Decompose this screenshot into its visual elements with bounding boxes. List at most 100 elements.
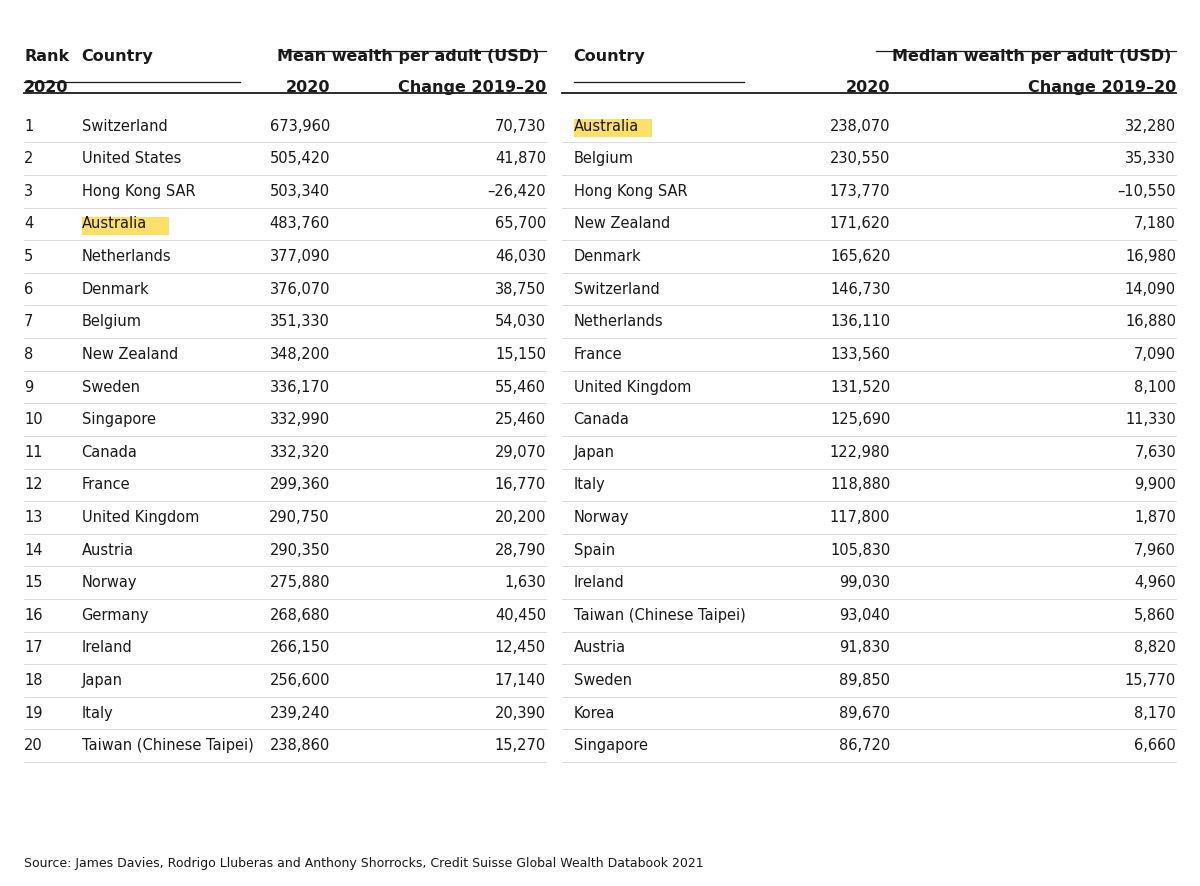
Text: Change 2019–20: Change 2019–20	[397, 80, 546, 95]
Text: 12,450: 12,450	[494, 641, 546, 656]
Text: Korea: Korea	[574, 705, 614, 720]
Text: Rank: Rank	[24, 49, 70, 64]
Text: 99,030: 99,030	[840, 575, 890, 590]
Text: 146,730: 146,730	[830, 282, 890, 297]
Text: 299,360: 299,360	[270, 478, 330, 493]
Text: 3: 3	[24, 184, 34, 198]
Text: France: France	[574, 347, 623, 361]
Text: United States: United States	[82, 152, 181, 167]
Text: Belgium: Belgium	[82, 315, 142, 330]
Text: 376,070: 376,070	[270, 282, 330, 297]
Text: 7,630: 7,630	[1134, 445, 1176, 460]
Text: Netherlands: Netherlands	[574, 315, 664, 330]
Text: 6,660: 6,660	[1134, 738, 1176, 753]
Text: 2: 2	[24, 152, 34, 167]
Text: 89,850: 89,850	[840, 673, 890, 688]
Text: 15: 15	[24, 575, 42, 590]
Text: Denmark: Denmark	[82, 282, 149, 297]
Text: Switzerland: Switzerland	[82, 119, 167, 134]
Text: 4,960: 4,960	[1134, 575, 1176, 590]
Text: 65,700: 65,700	[494, 216, 546, 231]
Text: Italy: Italy	[574, 478, 605, 493]
Text: Netherlands: Netherlands	[82, 249, 172, 264]
Text: 32,280: 32,280	[1124, 119, 1176, 134]
Text: 38,750: 38,750	[496, 282, 546, 297]
Text: 5,860: 5,860	[1134, 608, 1176, 623]
Text: 239,240: 239,240	[270, 705, 330, 720]
Text: 25,460: 25,460	[494, 412, 546, 427]
Text: Sweden: Sweden	[574, 673, 631, 688]
Text: 54,030: 54,030	[496, 315, 546, 330]
Text: New Zealand: New Zealand	[574, 216, 670, 231]
Text: 332,320: 332,320	[270, 445, 330, 460]
Text: 136,110: 136,110	[830, 315, 890, 330]
Text: 86,720: 86,720	[839, 738, 890, 753]
Text: 5: 5	[24, 249, 34, 264]
Text: 16,980: 16,980	[1126, 249, 1176, 264]
Text: 1,870: 1,870	[1134, 510, 1176, 525]
Text: 133,560: 133,560	[830, 347, 890, 361]
Text: 7,180: 7,180	[1134, 216, 1176, 231]
Text: 2020: 2020	[846, 80, 890, 95]
Text: New Zealand: New Zealand	[82, 347, 178, 361]
Text: France: France	[82, 478, 131, 493]
Text: 13: 13	[24, 510, 42, 525]
Text: Taiwan (Chinese Taipei): Taiwan (Chinese Taipei)	[574, 608, 745, 623]
Text: Canada: Canada	[574, 412, 630, 427]
Text: 8: 8	[24, 347, 34, 361]
Text: 29,070: 29,070	[494, 445, 546, 460]
Text: Country: Country	[82, 49, 154, 64]
Text: 8,820: 8,820	[1134, 641, 1176, 656]
Text: 171,620: 171,620	[830, 216, 890, 231]
Text: 348,200: 348,200	[270, 347, 330, 361]
Text: 16,880: 16,880	[1126, 315, 1176, 330]
FancyBboxPatch shape	[574, 119, 652, 136]
Text: 332,990: 332,990	[270, 412, 330, 427]
Text: 14,090: 14,090	[1124, 282, 1176, 297]
Text: –10,550: –10,550	[1117, 184, 1176, 198]
Text: 7,960: 7,960	[1134, 542, 1176, 557]
FancyBboxPatch shape	[82, 217, 169, 235]
Text: 122,980: 122,980	[830, 445, 890, 460]
Text: 165,620: 165,620	[830, 249, 890, 264]
Text: Norway: Norway	[574, 510, 629, 525]
Text: 673,960: 673,960	[270, 119, 330, 134]
Text: United Kingdom: United Kingdom	[82, 510, 199, 525]
Text: Austria: Austria	[574, 641, 625, 656]
Text: Singapore: Singapore	[82, 412, 156, 427]
Text: 1,630: 1,630	[504, 575, 546, 590]
Text: Change 2019–20: Change 2019–20	[1027, 80, 1176, 95]
Text: 14: 14	[24, 542, 42, 557]
Text: 266,150: 266,150	[270, 641, 330, 656]
Text: 40,450: 40,450	[494, 608, 546, 623]
Text: 238,070: 238,070	[830, 119, 890, 134]
Text: 28,790: 28,790	[494, 542, 546, 557]
Text: Japan: Japan	[574, 445, 614, 460]
Text: 46,030: 46,030	[496, 249, 546, 264]
Text: 19: 19	[24, 705, 42, 720]
Text: –26,420: –26,420	[487, 184, 546, 198]
Text: 118,880: 118,880	[830, 478, 890, 493]
Text: Australia: Australia	[82, 216, 146, 231]
Text: Denmark: Denmark	[574, 249, 641, 264]
Text: Country: Country	[574, 49, 646, 64]
Text: Germany: Germany	[82, 608, 149, 623]
Text: Austria: Austria	[82, 542, 133, 557]
Text: 89,670: 89,670	[839, 705, 890, 720]
Text: 17,140: 17,140	[494, 673, 546, 688]
Text: 173,770: 173,770	[830, 184, 890, 198]
Text: 7: 7	[24, 315, 34, 330]
Text: Australia: Australia	[574, 119, 638, 134]
Text: 238,860: 238,860	[270, 738, 330, 753]
Text: Median wealth per adult (USD): Median wealth per adult (USD)	[893, 49, 1171, 64]
Text: 15,270: 15,270	[494, 738, 546, 753]
Text: Canada: Canada	[82, 445, 138, 460]
Text: 17: 17	[24, 641, 43, 656]
Text: 16: 16	[24, 608, 42, 623]
Text: Spain: Spain	[574, 542, 614, 557]
Text: 9,900: 9,900	[1134, 478, 1176, 493]
Text: United Kingdom: United Kingdom	[574, 379, 691, 394]
Text: 16,770: 16,770	[494, 478, 546, 493]
Text: 20,200: 20,200	[494, 510, 546, 525]
Text: 20: 20	[24, 738, 43, 753]
